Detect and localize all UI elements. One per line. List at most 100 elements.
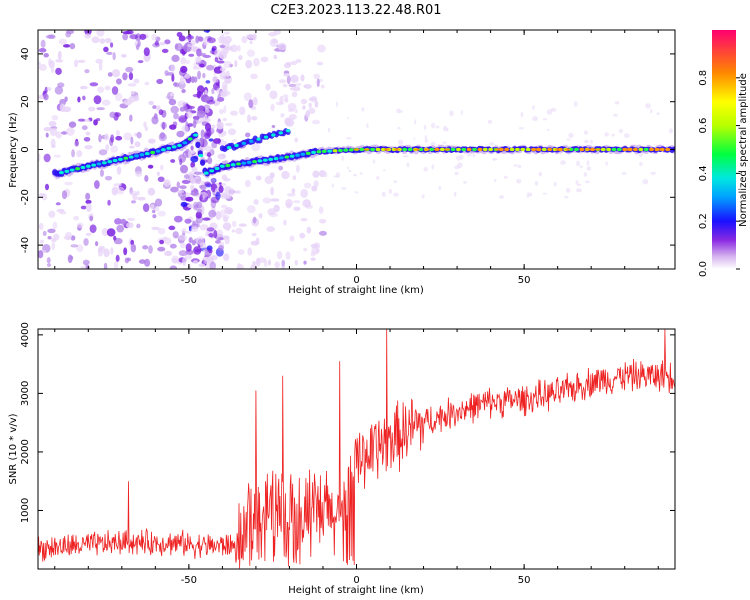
ridge-peak: [625, 148, 632, 151]
noise-blob: [114, 218, 122, 225]
noise-blob: [190, 155, 199, 163]
noise-blob: [187, 105, 195, 109]
noise-blob: [83, 238, 89, 246]
noise-blob: [163, 179, 171, 187]
noise-blob: [74, 140, 80, 147]
noise-blob: [205, 189, 212, 199]
noise-blob: [258, 213, 263, 219]
noise-blob: [214, 49, 223, 58]
noise-blob: [269, 212, 278, 218]
noise-blob: [205, 108, 210, 114]
ridge-core: [343, 148, 349, 152]
noise-blob: [300, 188, 309, 198]
noise-blob: [538, 171, 543, 177]
noise-blob: [116, 166, 122, 175]
noise-blob: [114, 112, 122, 117]
noise-blob: [143, 47, 150, 57]
noise-blob: [292, 86, 301, 92]
noise-blob: [147, 138, 156, 144]
noise-blob: [251, 116, 258, 121]
noise-blob: [302, 105, 306, 110]
noise-blob: [353, 173, 357, 177]
noise-blob: [320, 84, 325, 89]
noise-blob: [181, 125, 189, 134]
ridge-core: [622, 147, 628, 152]
noise-blob: [217, 93, 221, 101]
noise-blob: [173, 215, 183, 223]
noise-blob: [286, 193, 296, 197]
colorbar: 0.0 0.2 0.4 0.6 0.8 Normalized spectral ampl…: [698, 30, 749, 277]
noise-blob: [318, 206, 324, 214]
noise-blob: [291, 60, 298, 66]
ridge-core: [541, 147, 547, 152]
noise-blob: [198, 36, 204, 42]
noise-blob: [185, 59, 191, 65]
noise-blob: [158, 41, 166, 46]
noise-blob: [168, 98, 177, 106]
noise-blob: [216, 87, 221, 95]
noise-blob: [216, 229, 224, 238]
noise-blob: [459, 154, 464, 160]
ridge-core: [112, 158, 118, 163]
noise-blob: [64, 231, 73, 241]
ridge-core: [429, 147, 434, 152]
ridge-core: [305, 151, 311, 155]
noise-blob: [69, 43, 76, 50]
noise-blob: [210, 196, 220, 204]
noise-blob: [208, 249, 213, 254]
noise-blob: [424, 139, 428, 143]
noise-blob: [565, 188, 571, 193]
ridge-core: [236, 162, 241, 166]
noise-blob: [190, 161, 196, 168]
noise-blob: [178, 234, 188, 241]
ridge-core: [289, 154, 295, 158]
ridge-core: [273, 156, 279, 161]
ridge-core: [418, 147, 424, 152]
ridge-outer: [200, 159, 206, 166]
noise-blob: [314, 100, 319, 108]
ridge-core: [177, 143, 182, 148]
ridge-core: [101, 161, 107, 165]
noise-blob: [171, 54, 180, 63]
ridge-core: [219, 164, 225, 168]
noise-blob: [245, 59, 253, 69]
ridge-core: [638, 147, 644, 152]
noise-blob: [222, 222, 232, 231]
noise-blob: [308, 107, 316, 115]
noise-blob: [303, 260, 307, 265]
noise-blob: [195, 35, 200, 44]
noise-blob: [388, 189, 393, 194]
noise-blob: [147, 187, 156, 196]
ridge-core: [144, 152, 150, 156]
noise-blob: [575, 180, 579, 185]
noise-blob: [80, 205, 87, 210]
noise-blob: [159, 132, 166, 140]
noise-blob: [585, 180, 590, 184]
ridge-core: [171, 145, 177, 149]
noise-blob: [291, 188, 296, 194]
noise-blob: [38, 48, 47, 53]
noise-blob: [38, 61, 41, 66]
noise-blob: [295, 59, 302, 63]
ridge-peak: [393, 148, 400, 151]
noise-blob: [197, 85, 205, 94]
noise-blob: [221, 204, 228, 209]
ridge-core: [64, 169, 70, 173]
noise-blob: [43, 93, 49, 101]
noise-blob: [202, 217, 211, 221]
noise-blob: [190, 76, 195, 84]
noise-blob: [238, 223, 247, 227]
noise-blob: [76, 244, 84, 252]
noise-blob: [190, 226, 199, 233]
noise-blob: [83, 136, 91, 142]
noise-blob: [327, 127, 331, 133]
ridge-peak: [433, 148, 440, 151]
ridge-core: [107, 160, 113, 164]
noise-blob: [517, 164, 522, 169]
noise-blob: [180, 57, 187, 65]
noise-blob: [187, 123, 194, 127]
noise-blob: [85, 131, 91, 136]
noise-blob: [43, 153, 51, 163]
noise-blob: [124, 257, 129, 264]
noise-blob: [253, 57, 260, 67]
